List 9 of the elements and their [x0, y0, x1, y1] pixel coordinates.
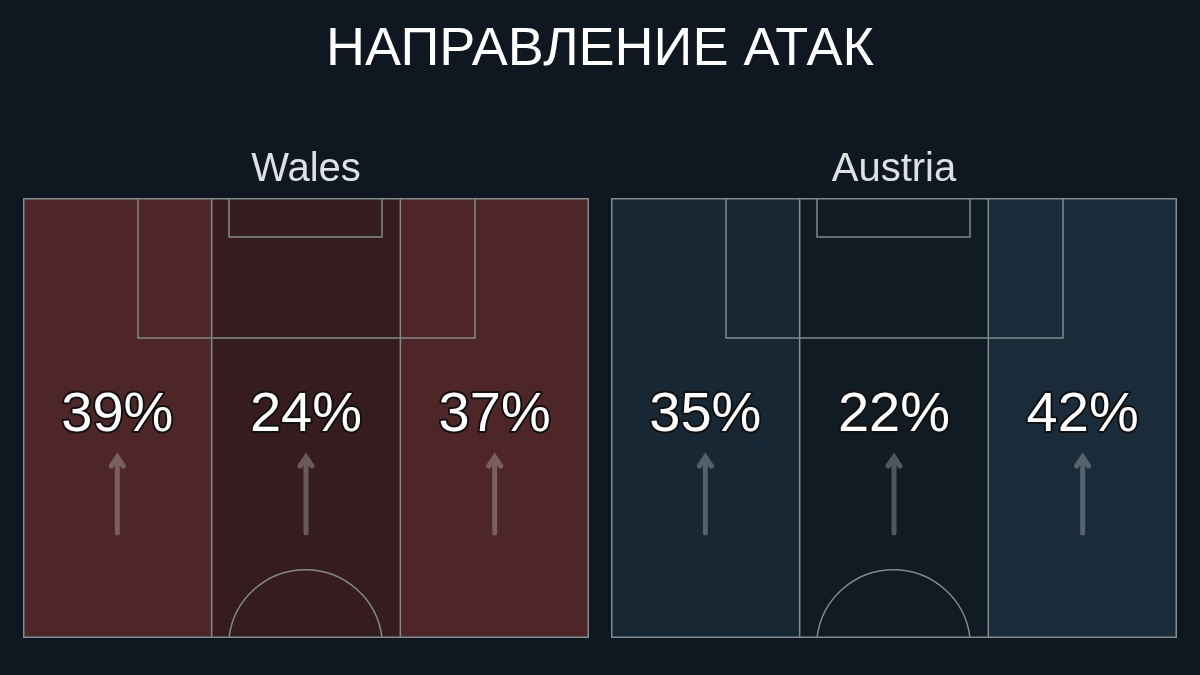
data-label: 42% — [1026, 380, 1139, 444]
text: Wales — [250, 144, 362, 191]
data-label: 39% — [61, 380, 174, 444]
text: НАПРАВЛЕНИЕ АТАК — [325, 15, 875, 77]
data-label: 35% — [649, 380, 762, 444]
data-label: 24% — [249, 380, 363, 444]
text: Austria — [830, 144, 958, 191]
data-label: 37% — [438, 380, 551, 444]
data-label: 22% — [837, 380, 951, 444]
